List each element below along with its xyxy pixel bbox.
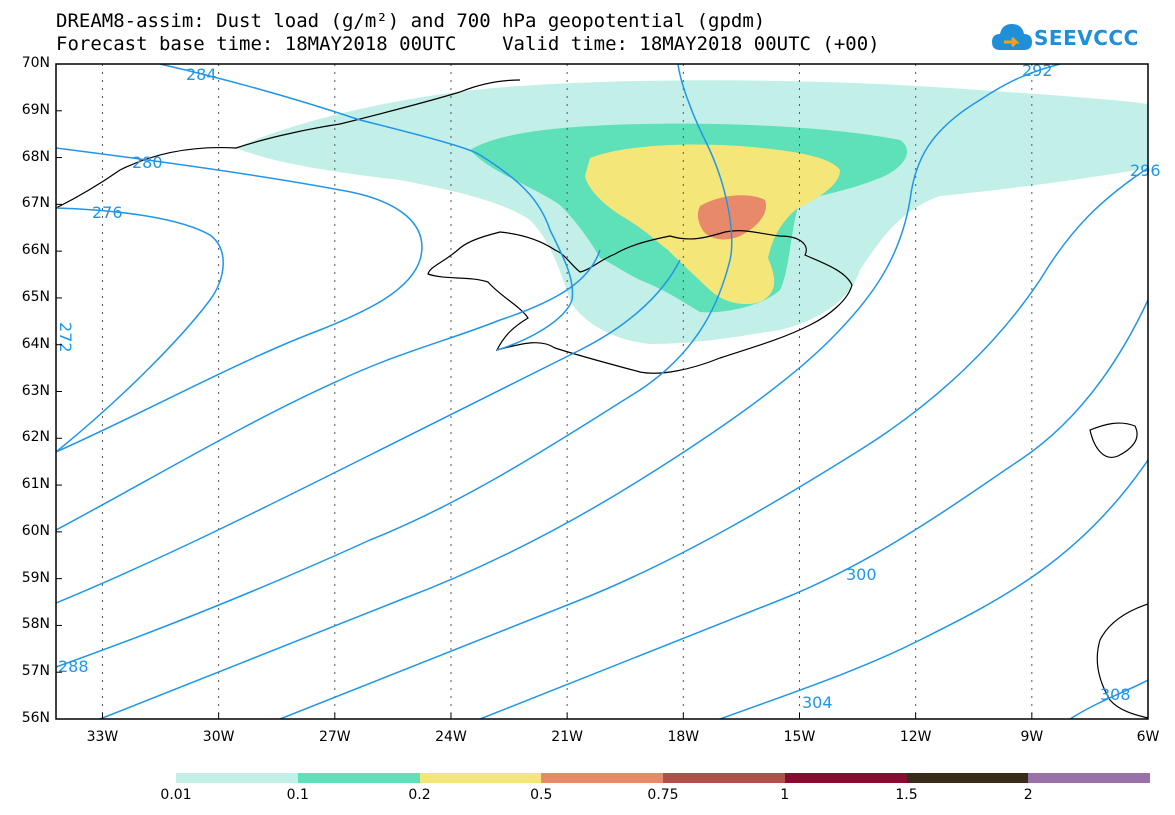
contour-label: 292 — [1022, 61, 1053, 80]
contour-line — [56, 207, 224, 453]
contour-line — [479, 299, 1148, 719]
legend-label: 0.01 — [160, 787, 192, 803]
contour-label: 296 — [1130, 161, 1161, 180]
lat-label: 58N — [21, 616, 50, 633]
lat-label: 63N — [21, 382, 50, 399]
contour-label: 276 — [92, 203, 123, 222]
scotland-coastline — [1096, 603, 1148, 719]
dust-area-0.5 — [697, 195, 767, 240]
iceland-coastline — [427, 230, 853, 374]
contour-label: 300 — [846, 565, 877, 584]
legend-swatch — [419, 773, 542, 783]
map-subtitle: Forecast base time: 18MAY2018 00UTC Vali… — [56, 33, 880, 55]
legend-swatch — [663, 773, 785, 783]
lon-label: 27W — [318, 729, 351, 745]
seevccc-logo: SEEVCCC — [990, 18, 1140, 58]
legend-label: 2 — [1023, 787, 1033, 803]
lat-label: 62N — [21, 429, 50, 446]
lon-label: 12W — [899, 729, 932, 745]
contour-label: 284 — [186, 65, 217, 84]
map-title: DREAM8-assim: Dust load (g/m²) and 700 h… — [56, 10, 766, 32]
lat-label: 64N — [21, 335, 50, 352]
legend-label: 0.2 — [408, 787, 431, 803]
legend-swatch — [176, 773, 298, 783]
contour-line — [56, 249, 601, 531]
lat-label: 56N — [21, 710, 50, 726]
lon-label: 18W — [667, 729, 700, 745]
greenland-coastline — [56, 79, 521, 209]
legend-label: 1 — [780, 787, 790, 803]
lat-label: 70N — [21, 55, 50, 71]
lat-label: 67N — [21, 195, 50, 212]
lon-label: 33W — [86, 729, 119, 745]
legend-label: 0.1 — [286, 787, 309, 803]
contour-label: 304 — [802, 693, 833, 712]
legend-label: 0.75 — [647, 787, 679, 803]
contour-line — [99, 64, 1061, 719]
lon-label: 15W — [783, 729, 816, 745]
lat-label: 60N — [21, 522, 50, 539]
lat-label: 65N — [21, 288, 50, 305]
contour-label: 288 — [58, 657, 89, 676]
contour-line — [56, 147, 423, 453]
coastlines — [56, 79, 1148, 719]
legend-swatch — [784, 773, 907, 783]
cloud-icon — [992, 24, 1032, 50]
legend-swatch — [906, 773, 1029, 783]
lat-label: 68N — [21, 148, 50, 165]
lon-label: 21W — [551, 729, 583, 745]
contour-line — [159, 64, 574, 351]
lon-label: 30W — [202, 729, 235, 745]
contour-line — [719, 459, 1148, 719]
contour-line — [56, 64, 733, 668]
faroe-coastline — [1089, 422, 1138, 458]
lat-label: 69N — [21, 101, 50, 118]
legend-label: 0.5 — [530, 787, 553, 803]
lat-label: 66N — [21, 242, 50, 259]
logo-text: SEEVCCC — [1034, 26, 1139, 50]
contour-label: 308 — [1100, 685, 1131, 704]
lat-label: 61N — [21, 476, 50, 493]
contour-label: 272 — [56, 322, 75, 353]
legend-swatch — [297, 773, 420, 783]
contour-line — [56, 259, 681, 604]
lon-label: 24W — [435, 729, 467, 745]
legend-label: 1.5 — [895, 787, 918, 803]
lat-label: 59N — [21, 569, 50, 586]
lon-label: 6W — [1136, 729, 1160, 745]
lon-label: 9W — [1020, 729, 1044, 745]
legend-swatch — [1028, 773, 1150, 783]
contour-line — [1069, 679, 1148, 719]
legend-swatch — [541, 773, 663, 783]
lat-label: 57N — [21, 663, 50, 680]
contour-line — [279, 167, 1148, 719]
contour-label: 280 — [132, 153, 163, 172]
